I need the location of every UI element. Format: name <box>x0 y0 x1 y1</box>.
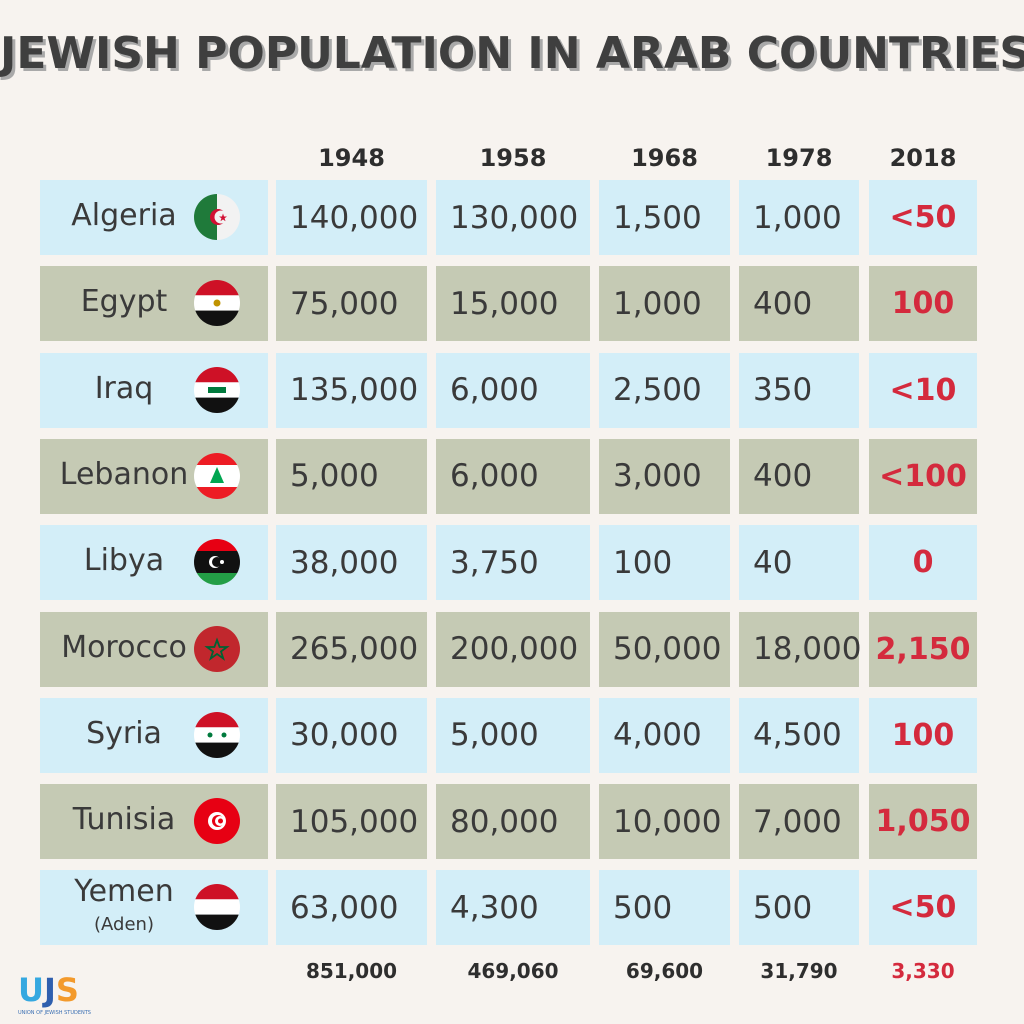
country-subname: (Aden) <box>94 914 154 936</box>
country-cell: Tunisia <box>40 784 268 860</box>
logo-letter-s: S <box>55 971 79 1009</box>
value-cell: 100 <box>599 525 730 601</box>
value-cell: 135,000 <box>276 352 427 428</box>
country-cell: Egypt <box>40 266 268 342</box>
value-cell: 3,000 <box>599 438 730 514</box>
value-cell: 1,000 <box>739 180 859 255</box>
value-cell: 5,000 <box>276 438 427 514</box>
value-cell-2018: 100 <box>869 697 977 773</box>
value-cell: 350 <box>739 352 859 428</box>
value-cell: 40 <box>739 525 859 601</box>
value-cell-2018: 0 <box>869 525 977 601</box>
total-value: 469,060 <box>467 959 559 983</box>
value-cell: 15,000 <box>436 266 590 342</box>
year-header: 1978 <box>765 144 833 172</box>
value-cell: 18,000 <box>739 611 861 687</box>
country-name: Yemen <box>74 874 174 910</box>
total-value: 851,000 <box>305 959 398 983</box>
value-cell: 7,000 <box>739 784 859 860</box>
iraq-flag-icon <box>194 366 240 413</box>
country-cell: Algeria <box>40 180 268 255</box>
country-cell: Lebanon <box>40 438 268 514</box>
country-name: Libya <box>83 543 165 579</box>
yemen-flag-icon <box>194 884 240 931</box>
total-value: 69,600 <box>625 959 704 983</box>
country-name: Tunisia <box>72 802 176 838</box>
value-cell: 3,750 <box>436 525 590 601</box>
country-name: Syria <box>86 715 162 751</box>
country-name: Algeria <box>71 198 177 233</box>
page-title: JEWISH POPULATION IN ARAB COUNTRIES <box>0 28 1024 79</box>
value-cell: 265,000 <box>276 611 427 687</box>
country-name: Egypt <box>80 284 168 320</box>
value-cell: 1,000 <box>599 266 730 342</box>
value-cell: 4,300 <box>436 870 590 946</box>
country-name: Morocco <box>61 629 187 665</box>
value-cell: 130,000 <box>436 180 590 255</box>
morocco-flag-icon <box>194 625 240 672</box>
value-cell: 5,000 <box>436 697 590 773</box>
syria-flag-icon <box>194 711 240 758</box>
total-value: 31,790 <box>760 959 838 983</box>
value-cell: 2,500 <box>599 352 730 428</box>
tunisia-flag-icon <box>194 798 240 845</box>
value-cell: 63,000 <box>276 870 427 946</box>
value-cell-2018: <50 <box>869 180 977 255</box>
value-cell-2018: <10 <box>869 352 977 428</box>
value-cell: 500 <box>599 870 730 946</box>
year-header: 2018 <box>889 144 957 172</box>
value-cell: 140,000 <box>276 180 427 255</box>
country-name: Iraq <box>94 370 154 406</box>
value-cell: 6,000 <box>436 438 590 514</box>
year-header: 1958 <box>479 144 547 172</box>
value-cell: 4,000 <box>599 697 730 773</box>
logo-subtitle: UNION OF JEWISH STUDENTS <box>18 1010 91 1016</box>
value-cell: 30,000 <box>276 697 427 773</box>
value-cell: 200,000 <box>436 611 590 687</box>
country-cell: Iraq <box>40 352 268 428</box>
value-cell: 50,000 <box>599 611 730 687</box>
logo-letter-u: U <box>18 971 44 1009</box>
value-cell: 80,000 <box>436 784 590 860</box>
value-cell-2018: 1,050 <box>869 784 977 860</box>
value-cell: 10,000 <box>599 784 730 860</box>
value-cell: 400 <box>739 266 859 342</box>
lebanon-flag-icon <box>194 452 240 499</box>
value-cell: 400 <box>739 438 859 514</box>
value-cell: 6,000 <box>436 352 590 428</box>
country-cell: Libya <box>40 525 268 601</box>
value-cell: 500 <box>739 870 859 946</box>
logo-letter-j: J <box>43 971 56 1009</box>
year-header: 1968 <box>631 144 698 172</box>
value-cell: 1,500 <box>599 180 730 255</box>
value-cell: 75,000 <box>276 266 427 342</box>
libya-flag-icon <box>194 539 240 586</box>
country-cell: Morocco <box>40 611 268 687</box>
country-cell: Syria <box>40 697 268 773</box>
total-value: 3,330 <box>891 959 955 983</box>
country-cell: (Aden) Yemen <box>40 870 268 946</box>
value-cell: 4,500 <box>739 697 859 773</box>
value-cell-2018: <100 <box>869 438 977 514</box>
value-cell: 105,000 <box>276 784 427 860</box>
ujs-logo: UJS UNION OF JEWISH STUDENTS <box>18 972 98 1020</box>
value-cell-2018: 100 <box>869 266 977 342</box>
country-name: Lebanon <box>59 456 189 492</box>
value-cell: 38,000 <box>276 525 427 601</box>
algeria-flag-icon <box>194 194 240 240</box>
egypt-flag-icon <box>194 280 240 327</box>
year-header: 1948 <box>318 144 385 172</box>
value-cell-2018: 2,150 <box>869 611 977 687</box>
value-cell-2018: <50 <box>869 870 977 946</box>
